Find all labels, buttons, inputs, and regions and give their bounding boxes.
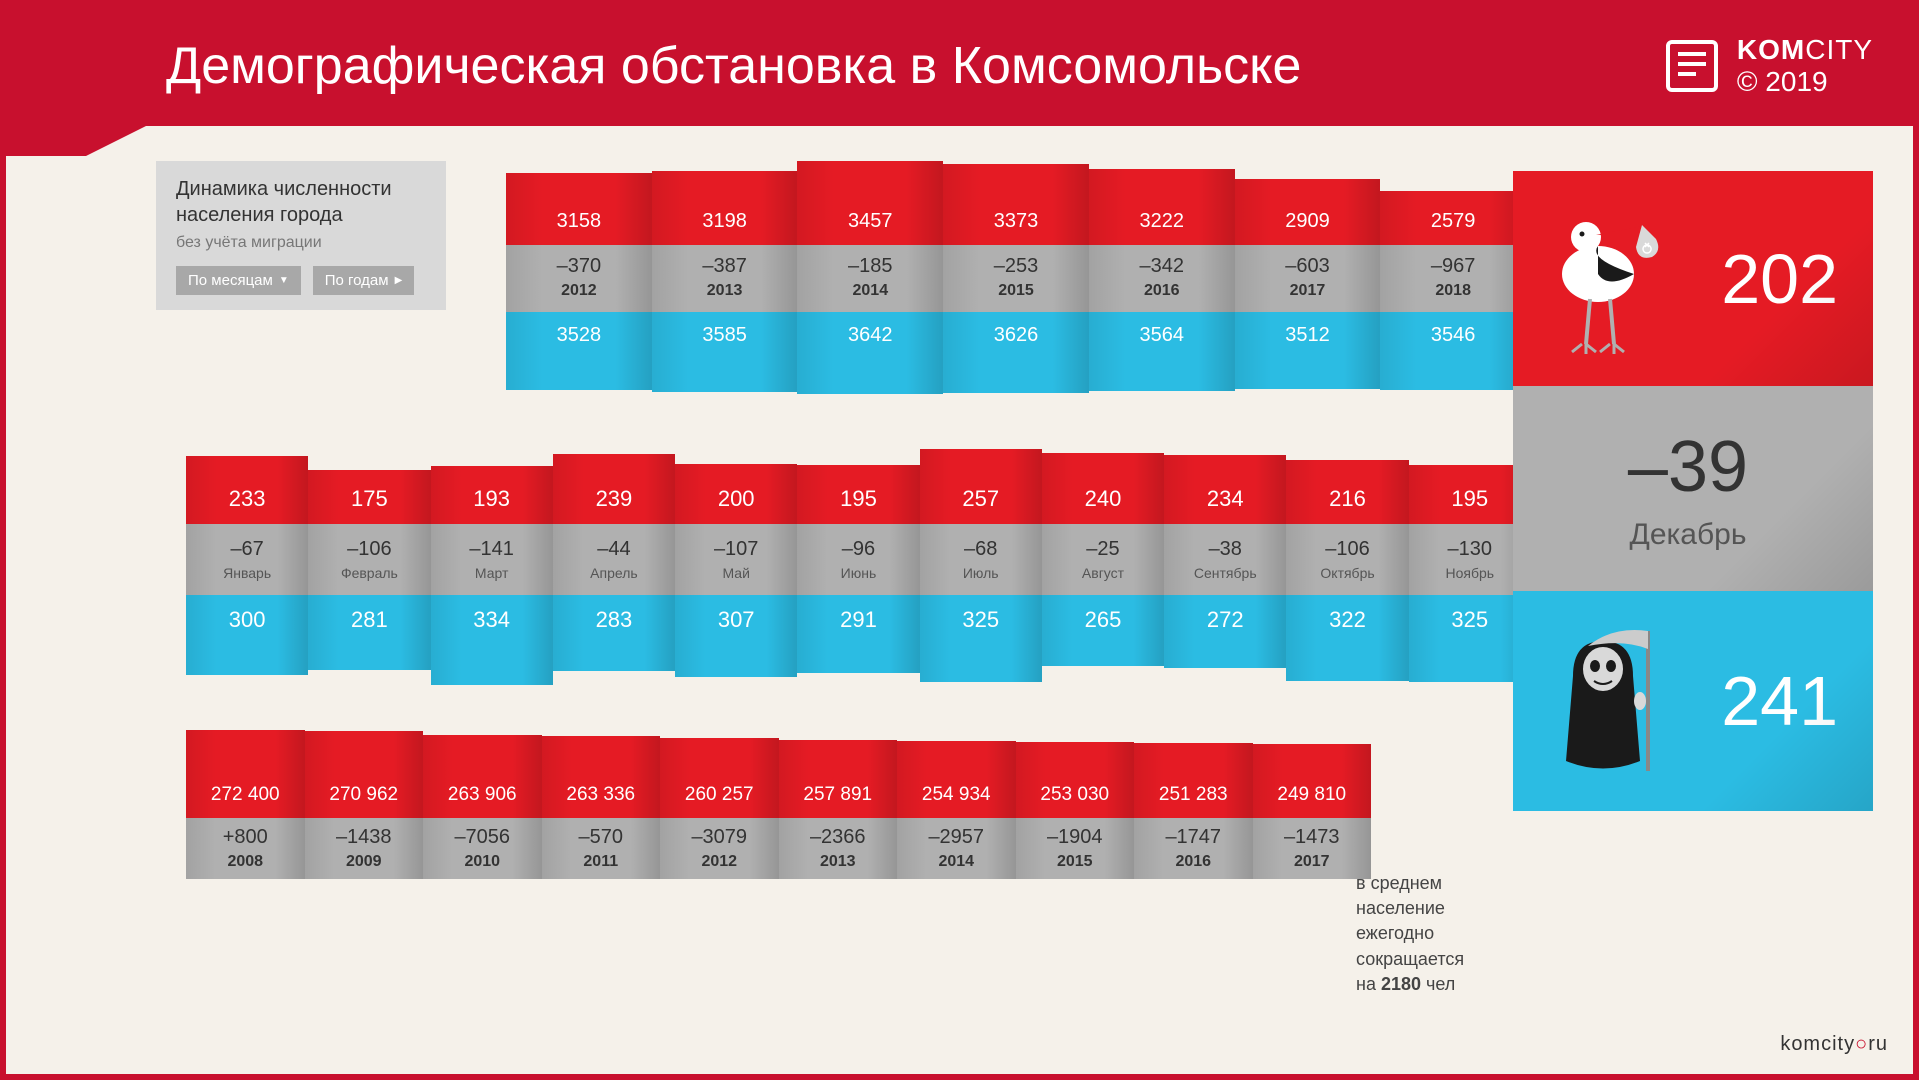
month-bot-seg: 272 <box>1164 595 1286 668</box>
month-top-seg: 240 <box>1042 453 1164 524</box>
pop-mid-seg: –14382009 <box>305 818 424 879</box>
summary-month: Декабрь <box>1630 518 1747 552</box>
pop-top-seg: 263 906 <box>423 735 542 818</box>
info-subtitle: без учёта миграции <box>176 234 426 252</box>
year-mid-seg: –3872013 <box>652 245 798 312</box>
year-mid-seg: –3702012 <box>506 245 652 312</box>
brand-name: KOMCITY <box>1737 34 1873 66</box>
chart-by-months: 233175193239200195257240234216195 –67Янв… <box>186 449 1531 685</box>
year-top-seg: 2579 <box>1380 191 1526 245</box>
month-mid-seg: –106Февраль <box>308 524 430 595</box>
pop-top-seg: 249 810 <box>1253 744 1372 818</box>
page-title: Демографическая обстановка в Комсомольск… <box>166 36 1301 96</box>
month-top-seg: 239 <box>553 454 675 524</box>
year-bot-seg: 3512 <box>1235 312 1381 389</box>
summary-panel: 202 –39 Декабрь 241 <box>1513 171 1873 811</box>
month-bot-seg: 300 <box>186 595 308 675</box>
pop-mid-seg: +8002008 <box>186 818 305 879</box>
month-mid-seg: –38Сентябрь <box>1164 524 1286 595</box>
by-years-button[interactable]: По годам <box>313 266 415 295</box>
month-bot-seg: 325 <box>920 595 1042 682</box>
month-top-seg: 175 <box>308 470 430 524</box>
average-note: в среднем население ежегодно сокращается… <box>1356 871 1511 997</box>
info-panel: Динамика численности населения города бе… <box>156 161 446 310</box>
year-bot-seg: 3528 <box>506 312 652 390</box>
year-top-seg: 3373 <box>943 164 1089 245</box>
month-bot-seg: 307 <box>675 595 797 677</box>
year-top-seg: 3198 <box>652 171 798 245</box>
month-mid-seg: –67Январь <box>186 524 308 595</box>
year-bot-seg: 3585 <box>652 312 798 392</box>
copyright-text: © 2019 <box>1737 66 1873 98</box>
pop-top-seg: 251 283 <box>1134 743 1253 818</box>
pop-top-seg: 263 336 <box>542 736 661 818</box>
year-bot-seg: 3564 <box>1089 312 1235 391</box>
births-cell: 202 <box>1513 171 1873 386</box>
chart-by-years: 3158319834573373322229092579 –3702012–38… <box>506 161 1526 394</box>
pop-top-seg: 253 030 <box>1016 742 1135 818</box>
net-cell: –39 Декабрь <box>1513 386 1873 591</box>
deaths-cell: 241 <box>1513 591 1873 811</box>
logo-block: KOMCITY © 2019 <box>1662 34 1873 98</box>
pop-top-seg: 272 400 <box>186 730 305 818</box>
pop-mid-seg: –29572014 <box>897 818 1016 879</box>
year-top-seg: 3457 <box>797 161 943 245</box>
year-bot-seg: 3626 <box>943 312 1089 393</box>
month-mid-seg: –44Апрель <box>553 524 675 595</box>
pop-top-seg: 254 934 <box>897 741 1016 818</box>
year-top-seg: 3222 <box>1089 169 1235 245</box>
month-mid-seg: –106Октябрь <box>1286 524 1408 595</box>
pop-top-seg: 257 891 <box>779 740 898 818</box>
pop-mid-seg: –5702011 <box>542 818 661 879</box>
pop-top-seg: 270 962 <box>305 731 424 818</box>
month-mid-seg: –141Март <box>431 524 553 595</box>
pop-mid-seg: –23662013 <box>779 818 898 879</box>
chart-population: 272 400270 962263 906263 336260 257257 8… <box>186 730 1371 879</box>
deaths-number: 241 <box>1721 661 1838 741</box>
month-mid-seg: –68Июль <box>920 524 1042 595</box>
month-top-seg: 234 <box>1164 455 1286 524</box>
year-bot-seg: 3546 <box>1380 312 1526 390</box>
year-mid-seg: –9672018 <box>1380 245 1526 312</box>
month-bot-seg: 291 <box>797 595 919 673</box>
year-mid-seg: –6032017 <box>1235 245 1381 312</box>
brand-logo-icon <box>1662 36 1722 96</box>
pop-mid-seg: –70562010 <box>423 818 542 879</box>
year-top-seg: 2909 <box>1235 179 1381 245</box>
pop-mid-seg: –30792012 <box>660 818 779 879</box>
month-bot-seg: 322 <box>1286 595 1408 681</box>
month-bot-seg: 265 <box>1042 595 1164 666</box>
stork-icon <box>1538 199 1668 359</box>
year-mid-seg: –2532015 <box>943 245 1089 312</box>
month-top-seg: 216 <box>1286 460 1408 524</box>
page-header: Демографическая обстановка в Комсомольск… <box>6 6 1913 126</box>
month-top-seg: 233 <box>186 456 308 524</box>
month-top-seg: 200 <box>675 464 797 524</box>
pop-mid-seg: –19042015 <box>1016 818 1135 879</box>
year-top-seg: 3158 <box>506 173 652 245</box>
births-number: 202 <box>1721 239 1838 319</box>
pop-mid-seg: –14732017 <box>1253 818 1372 879</box>
month-top-seg: 257 <box>920 449 1042 524</box>
month-bot-seg: 281 <box>308 595 430 670</box>
footer-brand: komcity○ru <box>1780 1033 1888 1056</box>
year-mid-seg: –1852014 <box>797 245 943 312</box>
month-mid-seg: –96Июнь <box>797 524 919 595</box>
by-months-button[interactable]: По месяцам <box>176 266 301 295</box>
reaper-icon <box>1538 621 1668 781</box>
year-bot-seg: 3642 <box>797 312 943 394</box>
pop-top-seg: 260 257 <box>660 738 779 818</box>
month-top-seg: 195 <box>797 465 919 524</box>
month-bot-seg: 334 <box>431 595 553 685</box>
month-mid-seg: –25Август <box>1042 524 1164 595</box>
pop-mid-seg: –17472016 <box>1134 818 1253 879</box>
net-number: –39 <box>1628 426 1748 508</box>
month-bot-seg: 283 <box>553 595 675 671</box>
year-mid-seg: –3422016 <box>1089 245 1235 312</box>
month-mid-seg: –107Май <box>675 524 797 595</box>
info-title: Динамика численности населения города <box>176 176 426 228</box>
month-top-seg: 193 <box>431 466 553 524</box>
